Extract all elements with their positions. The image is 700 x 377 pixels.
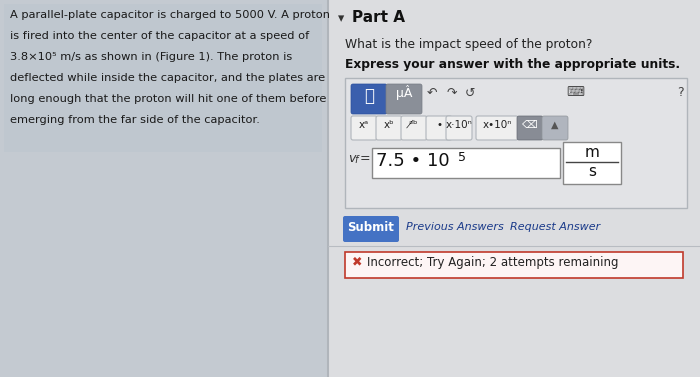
Bar (345, 252, 683, 278)
Text: μA: μA (395, 87, 412, 100)
Text: Submit: Submit (348, 221, 394, 234)
Text: ▾: ▾ (338, 12, 344, 25)
Text: ?: ? (677, 86, 683, 100)
Text: m: m (584, 145, 599, 160)
Text: •: • (436, 120, 442, 130)
Text: xᵇ: xᵇ (384, 120, 394, 130)
Text: ⎕: ⎕ (364, 87, 374, 105)
Text: A parallel-plate capacitor is charged to 5000 V. A proton: A parallel-plate capacitor is charged to… (10, 10, 330, 20)
Text: ▲: ▲ (552, 120, 559, 130)
Text: 7.5 • 10: 7.5 • 10 (376, 152, 449, 170)
Text: ⌨: ⌨ (566, 86, 584, 100)
Text: xᵃ: xᵃ (359, 120, 369, 130)
Bar (0, 0, 328, 377)
FancyBboxPatch shape (351, 84, 387, 114)
Text: Part A: Part A (352, 10, 405, 25)
Text: 3.8×10⁵ m/s as shown in (Figure 1). The proton is: 3.8×10⁵ m/s as shown in (Figure 1). The … (10, 52, 293, 62)
Text: ⌫: ⌫ (522, 120, 538, 130)
FancyBboxPatch shape (426, 116, 452, 140)
FancyBboxPatch shape (476, 116, 518, 140)
Text: ↷: ↷ (447, 86, 457, 100)
Text: x·10ⁿ: x·10ⁿ (446, 120, 473, 130)
Bar (563, 142, 621, 184)
Text: What is the impact speed of the proton?: What is the impact speed of the proton? (345, 38, 592, 51)
Text: Request Answer: Request Answer (510, 222, 601, 232)
Text: 5: 5 (458, 151, 466, 164)
Text: Incorrect; Try Again; 2 attempts remaining: Incorrect; Try Again; 2 attempts remaini… (367, 256, 619, 269)
Bar (345, 78, 687, 208)
Text: is fired into the center of the capacitor at a speed of: is fired into the center of the capacito… (10, 31, 309, 41)
Text: long enough that the proton will hit one of them before: long enough that the proton will hit one… (10, 94, 326, 104)
Text: Express your answer with the appropriate units.: Express your answer with the appropriate… (345, 58, 680, 71)
Text: s: s (588, 164, 596, 179)
FancyBboxPatch shape (376, 116, 402, 140)
Bar (328, 0, 700, 377)
Text: ↶: ↶ (427, 86, 438, 100)
Bar (4, 4, 322, 152)
Text: x•10ⁿ: x•10ⁿ (482, 120, 512, 130)
Text: v: v (348, 152, 356, 165)
Text: ᵃ̸ᵇ: ᵃ̸ᵇ (410, 120, 419, 130)
Text: deflected while inside the capacitor, and the plates are: deflected while inside the capacitor, an… (10, 73, 325, 83)
Text: Previous Answers: Previous Answers (406, 222, 504, 232)
FancyBboxPatch shape (446, 116, 472, 140)
FancyBboxPatch shape (517, 116, 543, 140)
Text: ✖: ✖ (352, 255, 363, 268)
FancyBboxPatch shape (386, 84, 422, 114)
FancyBboxPatch shape (542, 116, 568, 140)
Text: emerging from the far side of the capacitor.: emerging from the far side of the capaci… (10, 115, 260, 125)
Text: =: = (360, 152, 370, 165)
Text: ↺: ↺ (465, 86, 475, 100)
FancyBboxPatch shape (343, 216, 399, 242)
FancyBboxPatch shape (401, 116, 427, 140)
FancyBboxPatch shape (351, 116, 377, 140)
Bar (372, 148, 560, 178)
Text: f: f (354, 155, 358, 165)
